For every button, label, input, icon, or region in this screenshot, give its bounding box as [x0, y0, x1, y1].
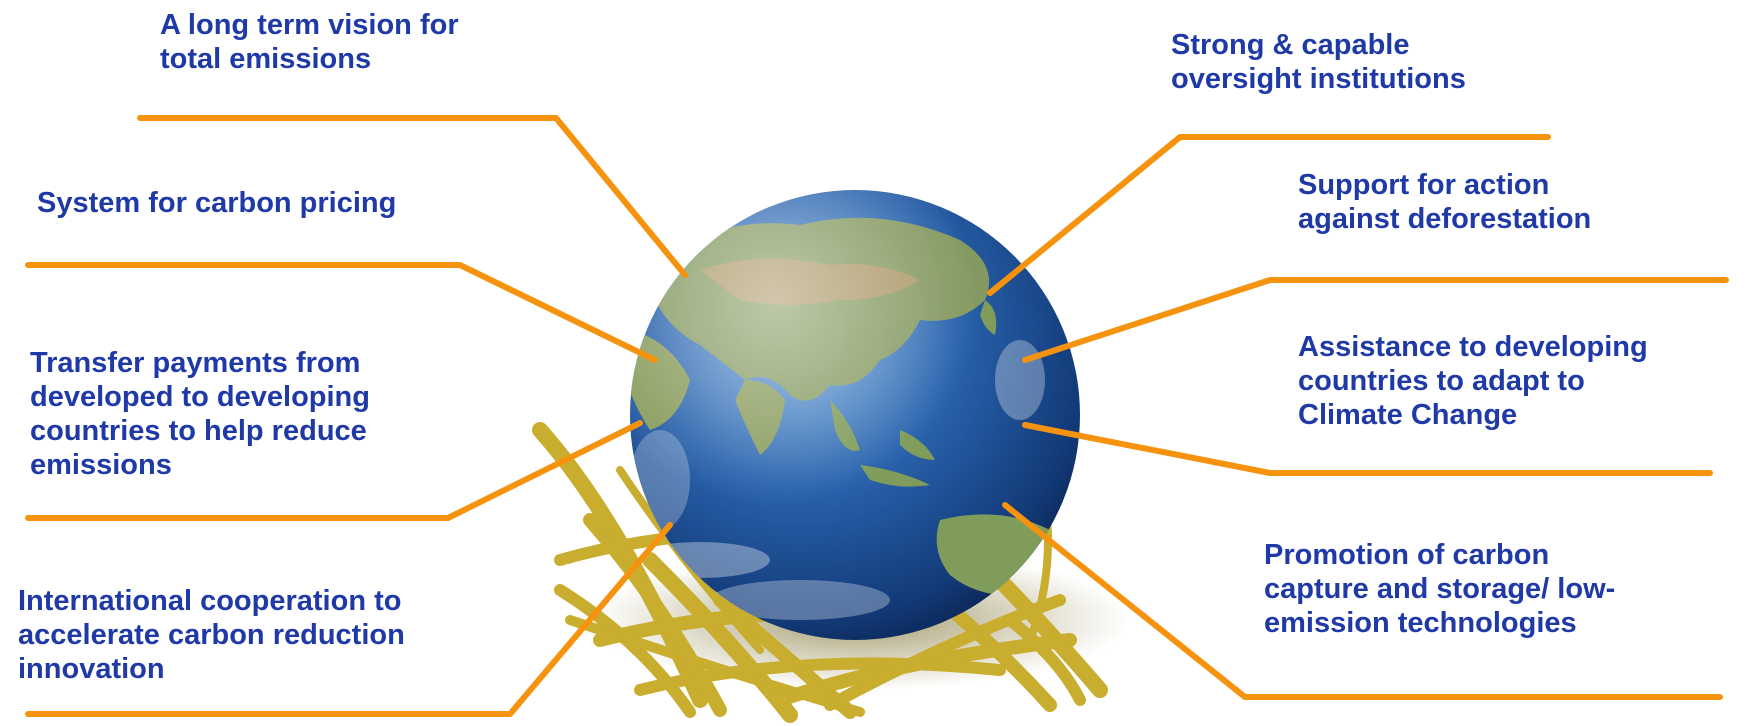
label-long-term-vision: A long term vision for total emissions — [160, 8, 459, 76]
connector-deforestation — [1022, 277, 1729, 363]
label-line: developed to developing — [30, 381, 370, 413]
label-line: Assistance to developing — [1298, 331, 1648, 363]
label-line: Transfer payments from — [30, 347, 361, 379]
connector-long-term-vision — [137, 115, 688, 278]
connector-adaptation — [1022, 422, 1713, 476]
connector-carbon-pricing — [25, 262, 658, 363]
label-oversight-institutions: Strong & capable oversight institutions — [1171, 28, 1466, 96]
label-deforestation: Support for action against deforestation — [1298, 168, 1591, 236]
connector-transfer — [25, 420, 643, 521]
label-carbon-capture: Promotion of carbon capture and storage/… — [1264, 538, 1615, 640]
label-line: Climate Change — [1298, 399, 1518, 431]
label-line: Strong & capable — [1171, 29, 1410, 61]
label-carbon-pricing: System for carbon pricing — [37, 186, 396, 220]
label-line: System for carbon pricing — [37, 187, 397, 219]
label-line: Promotion of carbon — [1264, 539, 1550, 571]
connector-lines — [25, 115, 1729, 717]
label-transfer-payments: Transfer payments from developed to deve… — [30, 346, 370, 482]
label-line: against deforestation — [1298, 203, 1592, 235]
label-international-cooperation: International cooperation to accelerate … — [18, 584, 405, 686]
connector-cooperation — [25, 522, 673, 717]
label-line: capture and storage/ low- — [1264, 573, 1616, 605]
label-line: oversight institutions — [1171, 63, 1466, 95]
label-line: countries to adapt to — [1298, 365, 1585, 397]
label-line: total emissions — [160, 43, 372, 75]
label-line: International cooperation to — [18, 585, 402, 617]
connector-oversight — [987, 134, 1551, 296]
label-adaptation-assistance: Assistance to developing countries to ad… — [1298, 330, 1648, 432]
connector-ccs — [1002, 502, 1723, 700]
label-line: countries to help reduce — [30, 415, 367, 447]
label-line: Support for action — [1298, 169, 1550, 201]
label-line: A long term vision for — [160, 9, 459, 41]
label-line: innovation — [18, 653, 165, 685]
label-line: emissions — [30, 449, 172, 481]
label-line: accelerate carbon reduction — [18, 619, 405, 651]
label-line: emission technologies — [1264, 607, 1577, 639]
